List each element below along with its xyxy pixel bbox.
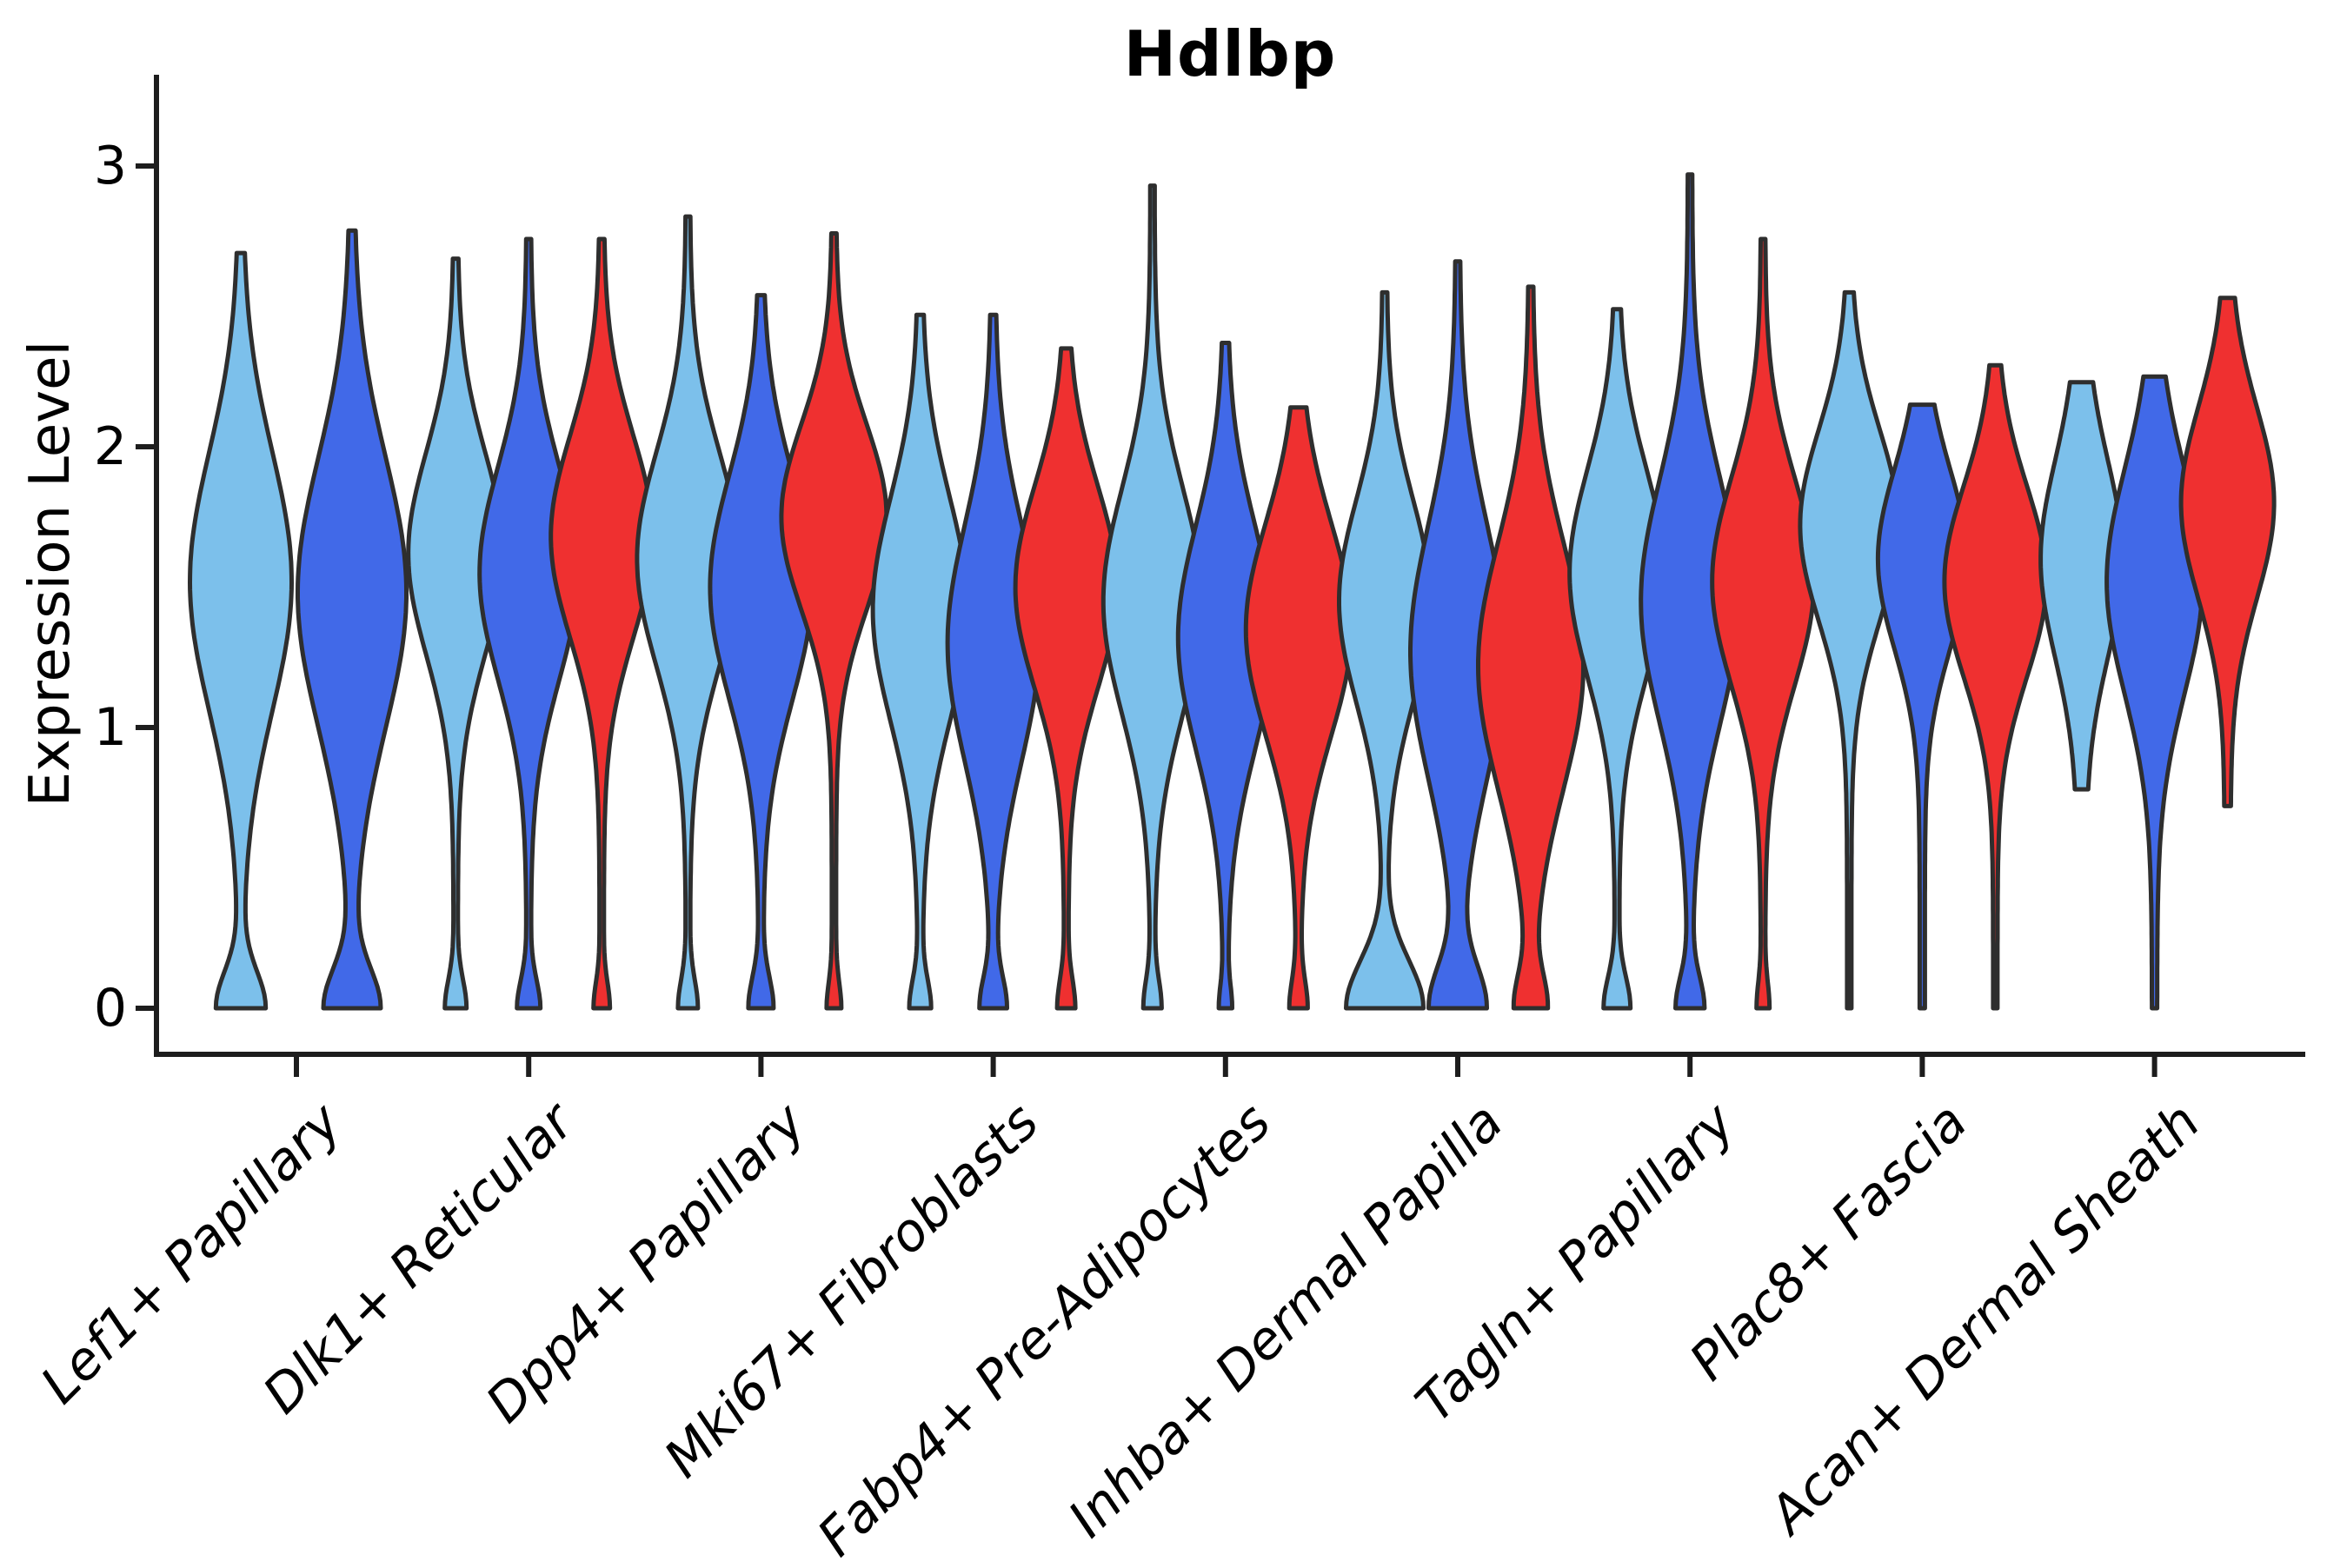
violin-royalblue [708, 293, 814, 1011]
violin-royalblue [1875, 402, 1969, 1011]
violin-royalblue [2104, 374, 2205, 1011]
violin-skyblue [188, 250, 294, 1011]
y-tick-label: 2 [93, 416, 127, 477]
y-tick-label: 0 [93, 978, 127, 1039]
chart-title: Hdlbp [1123, 17, 1337, 90]
y-tick-label: 1 [93, 697, 127, 758]
violin-red [1476, 284, 1586, 1011]
violin-red [779, 231, 889, 1011]
violin-skyblue [406, 256, 506, 1011]
violin-red [1243, 405, 1353, 1011]
violin-royalblue [1639, 172, 1742, 1011]
violin-red [2178, 296, 2277, 808]
violin-royalblue [945, 312, 1041, 1011]
violin-royalblue [1175, 341, 1275, 1011]
violin-skyblue [635, 214, 741, 1011]
violin-red [549, 236, 655, 1011]
violin-skyblue [1567, 307, 1667, 1011]
violin-skyblue [1100, 183, 1204, 1011]
violin-royalblue [296, 228, 409, 1011]
violin-red [1013, 346, 1120, 1011]
violin-skyblue [1337, 289, 1433, 1011]
violin-skyblue [2038, 380, 2125, 792]
y-tick-label: 3 [93, 136, 127, 196]
violin-skyblue [1798, 289, 1901, 1011]
violin-red [1942, 362, 2049, 1011]
violin-royalblue [477, 236, 581, 1011]
violin-red [1710, 236, 1817, 1011]
violin-skyblue [870, 312, 970, 1011]
